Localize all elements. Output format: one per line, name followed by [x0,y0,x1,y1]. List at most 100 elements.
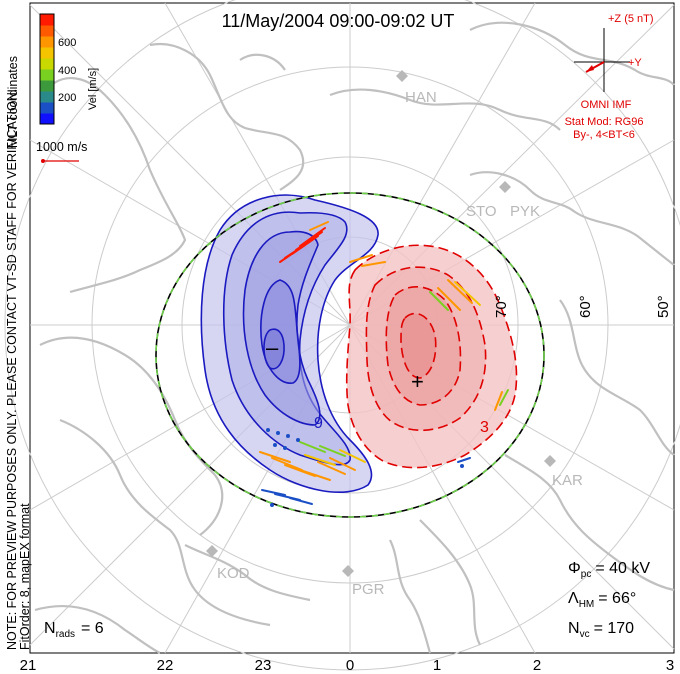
colorbar-cell [40,58,54,70]
vector-group-blue [261,457,471,505]
velocity-vector [295,231,323,251]
colorbar-tick-200: 200 [58,92,76,104]
velocity-vector [304,454,336,466]
velocity-vector [259,451,291,463]
imf-source: OMNI IMF [581,99,632,111]
colorbar-cell [40,25,54,37]
coastline [34,604,161,654]
velocity-vector [271,457,303,471]
coastline [39,336,224,536]
velocity-vector [299,469,331,481]
station-label-han: HAN [405,89,437,106]
velocity-vector [361,261,386,267]
coastline [469,171,675,266]
imf-z-label: +Z (5 nT) [608,13,654,25]
velocity-colorbar: 600 400 200 Vel [m/s] [39,13,99,125]
mlt-label-23: 23 [255,657,272,674]
coastline [469,21,675,86]
colorbar-tick-400: 400 [58,65,76,77]
station-marker [342,565,354,577]
vector-dot [273,443,277,447]
lat-label-60: 60° [577,295,594,318]
velocity-vector [499,389,509,406]
velocity-vector [261,489,286,496]
station-label-pyk: PYK [510,203,540,220]
station-label-sto: STO [466,203,497,220]
vector-dots [266,428,464,507]
coastline [41,77,187,294]
coastline [419,519,481,646]
coastline [149,42,305,191]
vector-group-green [299,291,509,457]
velocity-vector [329,457,356,471]
colorbar-tick-600: 600 [58,37,76,49]
coastlines [34,21,675,654]
velocity-vector [429,291,449,311]
fit-statistics: Φpc = 40 kV ΛHM = 66° Nvc = 170 Nrads = 6 [44,560,650,640]
colorbar-cell [40,80,54,92]
velocity-vector [291,235,319,255]
colorbar-cell [40,102,54,114]
mlt-label-3: 3 [666,657,674,674]
station-label-kar: KAR [552,472,583,489]
coastline [184,544,311,602]
reference-vector: 1000 m/s [36,140,87,163]
colorbar-cell [40,113,54,125]
dawn-cell [200,194,379,493]
coastline [329,88,561,131]
coastline [59,418,271,627]
velocity-vector [319,445,346,457]
potential-max-marker: + [411,369,424,394]
colorbar-cell [40,14,54,26]
nvc-subscript: vc [580,629,590,640]
lambda-subscript: HM [579,599,595,610]
velocity-vector [447,279,473,304]
vector-dot [296,438,300,442]
phi-subscript: pc [581,569,592,580]
colorbar-cell [40,69,54,81]
lat-label-50: 50° [655,295,672,318]
velocity-vectors [259,221,509,507]
fit-order-note: FitOrder: 8, mapEX format [18,503,32,650]
colorbar-cell [40,47,54,59]
contour-label-dawn: 9 [314,415,323,432]
velocity-vector [289,497,313,505]
nrads-value: = 6 [81,620,104,637]
station-marker [206,545,218,557]
potential-min-marker: – [266,335,279,360]
mlt-label-0: 0 [346,657,354,674]
coordinate-system-label: MLT coordinates [6,56,20,148]
nvc-value: = 170 [594,620,635,637]
nrads-symbol: N [44,620,56,637]
mlt-label-1: 1 [433,657,441,674]
heppner-maynard-boundary-dashes [155,192,545,518]
imf-condition: By-, 4<BT<6 [573,129,635,141]
colorbar-cell [40,91,54,103]
dusk-cell [345,244,518,469]
mlt-label-21: 21 [20,657,37,674]
station-marker [396,70,408,82]
cross-polar-potential: Φpc = 40 kV [568,560,650,580]
velocity-vector [437,287,461,311]
nrads-subscript: rads [56,629,75,640]
velocity-vector [494,391,503,411]
station-label-kod: KOD [217,565,250,582]
vector-dot [286,434,290,438]
velocity-vector [317,461,346,475]
velocity-vector [299,227,326,247]
coastline [559,299,675,456]
colorbar-label: Vel [m/s] [87,68,99,110]
colorbar-cells [40,14,54,125]
station-marker [544,455,556,467]
velocity-vector [349,254,373,263]
vector-dot [270,503,274,507]
colorbar-cell [40,36,54,48]
phi-value: = 40 kV [595,560,650,577]
vector-group-high [279,227,326,263]
preview-watermark: NOTE: FOR PREVIEW PURPOSES ONLY. PLEASE … [5,89,19,650]
vector-dot [460,464,464,468]
lambda-value: = 66° [598,590,636,607]
vector-dot [276,431,280,435]
mlt-label-22: 22 [157,657,174,674]
